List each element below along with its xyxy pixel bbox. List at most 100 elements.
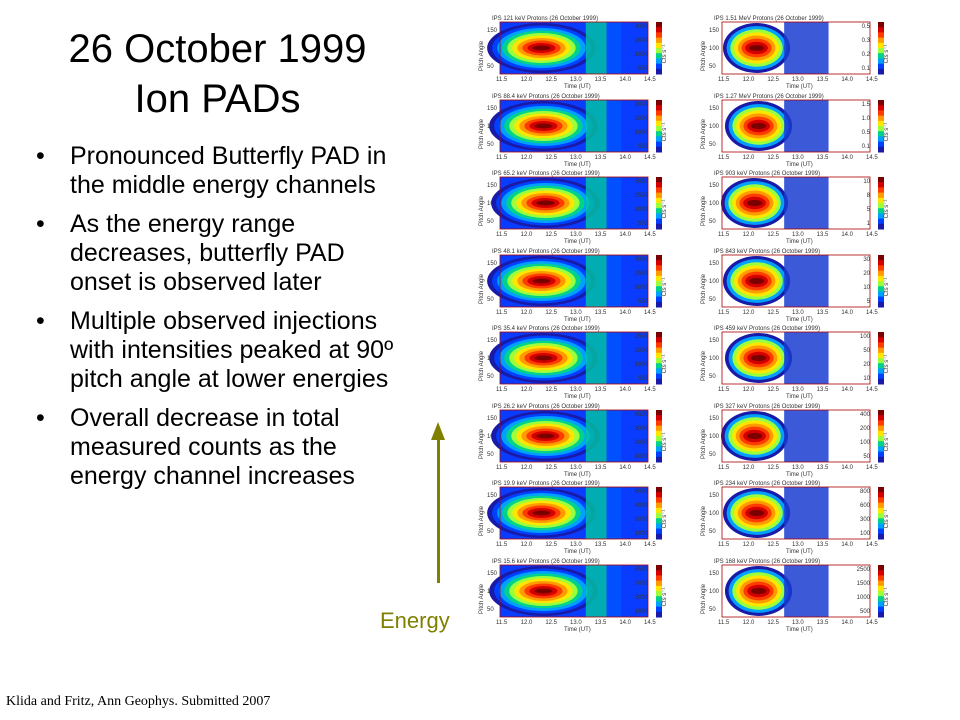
panel-xtick: 13.0: [792, 77, 804, 83]
panel-colorbar-tick: 3000: [635, 102, 649, 108]
panel-xlabel: Time (UT): [564, 239, 591, 245]
panel-colorbar-label: Cts s⁻¹: [884, 200, 890, 219]
spectrogram-panel: IPS 327 keV Protons (26 October 1999) Pit…: [700, 402, 890, 478]
bullet-item: • Multiple observed injections with inte…: [36, 307, 396, 394]
panel-ylabel: Pitch Angle: [479, 118, 485, 149]
panel-xtick: 13.5: [817, 155, 829, 161]
panel-colorbar-tick: 2500: [635, 193, 649, 199]
panel-xtick: 13.5: [817, 310, 829, 316]
panel-colorbar-tick: 1000: [635, 52, 649, 58]
panel-xtick: 11.5: [496, 310, 508, 316]
panel-xtick: 11.5: [718, 542, 730, 548]
panel-colorbar-tick: 3000: [635, 257, 649, 263]
energy-label: Energy: [380, 608, 450, 633]
panel-xtick: 13.0: [792, 232, 804, 238]
panel-xtick: 12.0: [521, 77, 533, 83]
panel-colorbar-tick: 3000: [635, 426, 649, 432]
spectrogram-panel: IPS 65.2 keV Protons (26 October 1999) Pi…: [478, 169, 668, 245]
panel-colorbar-tick: 5: [867, 207, 871, 213]
panel-ytick: 150: [487, 28, 498, 34]
panel-xtick: 14.0: [841, 310, 853, 316]
panel-xtick: 13.5: [817, 465, 829, 471]
bullet-dot: •: [36, 307, 45, 335]
panel-ylabel: Pitch Angle: [479, 583, 485, 614]
panel-colorbar-label: Cts s⁻¹: [662, 200, 668, 219]
panel-ytick: 150: [487, 571, 498, 577]
panel-colorbar-tick: 0.5: [862, 24, 871, 30]
panel-colorbar-label: Cts s⁻¹: [884, 122, 890, 141]
panel-xtick: 11.5: [718, 310, 730, 316]
title-line-2: Ion PADs: [134, 77, 301, 121]
panel-ytick: 150: [709, 106, 720, 112]
panel-xtick: 11.5: [496, 232, 508, 238]
bullet-item: • Pronounced Butterfly PAD in the middle…: [36, 142, 396, 200]
spectrogram-image: [487, 487, 648, 539]
panel-xlabel: Time (UT): [564, 627, 591, 633]
panel-xtick: 12.0: [743, 77, 755, 83]
energy-arrow-head-icon: [431, 422, 445, 440]
panel-xtick: 14.5: [644, 232, 656, 238]
panel-ytick: 50: [487, 529, 494, 535]
panel-ytick: 50: [709, 64, 716, 70]
panel-colorbar: [656, 332, 662, 385]
panel-colorbar-tick: 1000: [857, 595, 871, 601]
panel-title: IPS 15.6 keV Protons (26 October 1999): [492, 559, 600, 565]
panel-xtick: 11.5: [496, 77, 508, 83]
panel-xtick: 13.0: [570, 310, 582, 316]
panel-ylabel: Pitch Angle: [479, 428, 485, 459]
panel-colorbar: [656, 177, 662, 230]
panel-ytick: 150: [709, 571, 720, 577]
panel-colorbar: [878, 564, 884, 617]
panel-colorbar-tick: 2000: [635, 116, 649, 122]
panel-xtick: 11.5: [496, 542, 508, 548]
panel-xtick: 12.5: [545, 387, 557, 393]
panel-xtick: 14.5: [866, 310, 878, 316]
panel-xtick: 14.0: [841, 155, 853, 161]
panel-xtick: 13.5: [595, 77, 607, 83]
panel-xtick: 12.5: [767, 465, 779, 471]
panel-colorbar-tick: 300: [860, 517, 871, 523]
panel-colorbar-tick: 2500: [857, 567, 871, 573]
panel-xtick: 13.5: [595, 155, 607, 161]
panel-xtick: 13.5: [595, 310, 607, 316]
panel-xtick: 12.5: [767, 620, 779, 626]
panel-ytick: 50: [487, 219, 494, 225]
panel-xlabel: Time (UT): [786, 239, 813, 245]
panel-colorbar: [878, 332, 884, 385]
panel-ytick: 50: [487, 297, 494, 303]
panel-ytick: 50: [487, 374, 494, 380]
panel-colorbar: [656, 22, 662, 75]
panel-xtick: 13.0: [792, 465, 804, 471]
spectrogram-image: [487, 22, 648, 74]
panel-ylabel: Pitch Angle: [701, 428, 707, 459]
panel-xlabel: Time (UT): [786, 162, 813, 168]
bullet-text: As the energy range decreases, butterfly…: [70, 210, 345, 296]
panel-colorbar-tick: 1000: [635, 454, 649, 460]
panel-ytick: 100: [709, 124, 720, 130]
bullet-item: • Overall decrease in total measured cou…: [36, 404, 396, 491]
panel-ytick: 100: [709, 511, 720, 517]
panel-ylabel: Pitch Angle: [479, 195, 485, 226]
panel-xtick: 12.0: [743, 387, 755, 393]
panel-ylabel: Pitch Angle: [701, 583, 707, 614]
panel-xtick: 12.5: [545, 155, 557, 161]
panel-title: IPS 1.27 MeV Protons (26 October 1999): [714, 94, 824, 100]
spectrogram-image: [722, 487, 870, 539]
panel-title: IPS 35.4 keV Protons (26 October 1999): [492, 326, 600, 332]
panel-colorbar-tick: 2500: [635, 334, 649, 340]
panel-xtick: 13.5: [595, 465, 607, 471]
panel-colorbar-tick: 1.5: [862, 102, 871, 108]
panel-ytick: 50: [487, 452, 494, 458]
panel-xlabel: Time (UT): [786, 394, 813, 400]
spectrogram-panel: IPS 26.2 keV Protons (26 October 1999) Pi…: [478, 402, 668, 478]
spectrogram-image: [489, 564, 648, 617]
spectrogram-panel: IPS 15.6 keV Protons (26 October 1999) Pi…: [478, 557, 668, 633]
panel-colorbar-tick: 1000: [635, 207, 649, 213]
spectrogram-panel: IPS 903 keV Protons (26 October 1999) Pit…: [700, 169, 890, 245]
panel-colorbar-tick: 800: [860, 489, 871, 495]
panel-ylabel: Pitch Angle: [479, 40, 485, 71]
panel-ytick: 150: [487, 493, 498, 499]
panel-xtick: 12.0: [743, 620, 755, 626]
panel-colorbar-tick: 500: [638, 66, 649, 72]
panel-xtick: 12.0: [521, 465, 533, 471]
